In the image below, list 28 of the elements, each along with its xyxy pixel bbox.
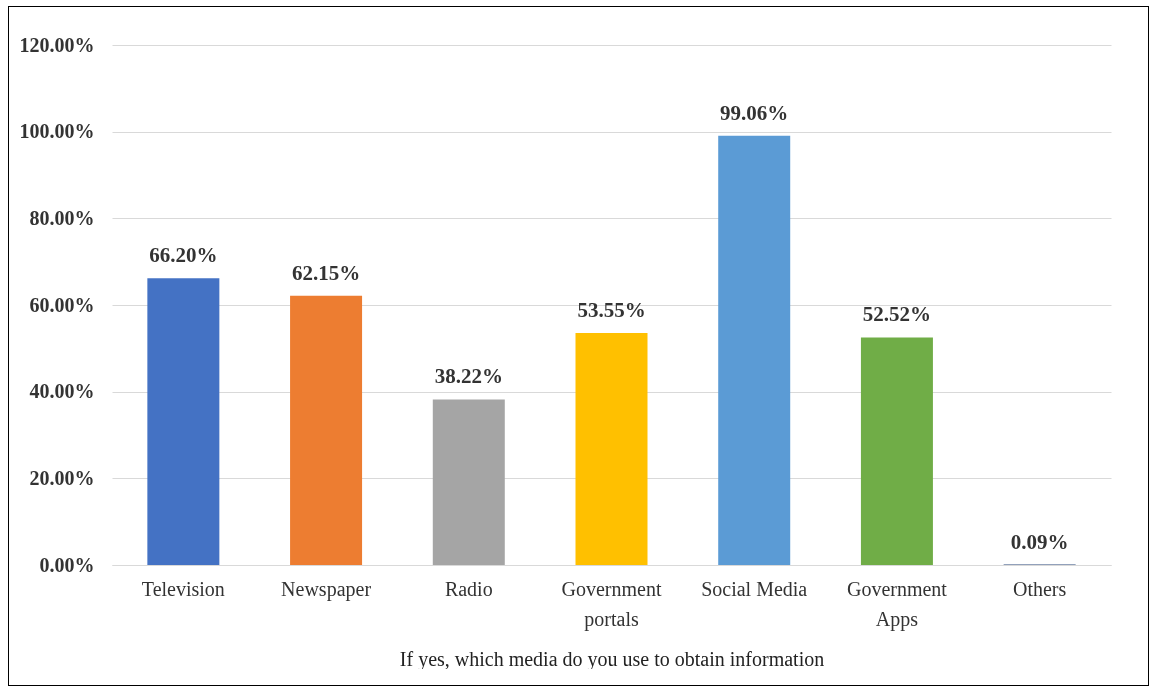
x-tick-label: Radio [444,577,493,600]
bar [718,135,791,565]
x-axis-title: If yes, which media do you use to obtain information [399,647,825,671]
y-tick-label: 20.00% [29,466,95,489]
data-label: 66.20% [149,243,218,268]
y-tick-label: 0.00% [39,553,95,576]
y-tick-label: 40.00% [29,380,95,403]
y-tick-label: 80.00% [29,206,95,229]
x-tick-label: Government Apps [846,577,948,631]
bar [147,278,220,565]
bar [290,295,363,565]
bar [432,399,505,565]
y-tick-label: 100.00% [19,120,95,143]
x-tick-label: Social Media [701,577,808,600]
data-label: 0.09% [1010,529,1069,554]
x-tick-label: Television [141,577,225,600]
y-tick-label: 60.00% [29,293,95,316]
data-label: 52.52% [862,302,932,327]
data-label: 38.22% [434,364,503,389]
data-label: 62.15% [291,260,361,285]
data-label: 99.06% [720,100,789,125]
x-tick-label: Government portals [561,577,662,631]
y-tick-label: 120.00% [19,33,95,56]
bar [575,332,648,565]
x-tick-label: Others [1012,577,1067,600]
data-label: 53.55% [577,297,646,322]
x-tick-label: Newspaper [281,577,372,601]
bar [860,337,933,565]
